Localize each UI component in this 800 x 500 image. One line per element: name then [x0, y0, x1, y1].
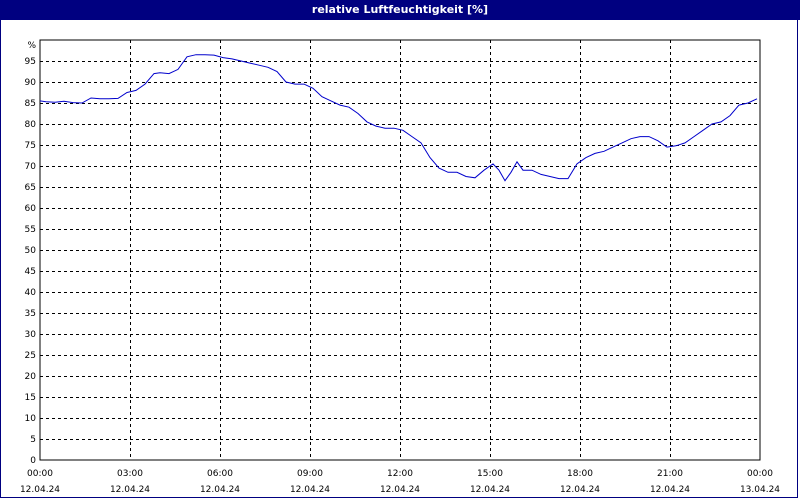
grid: [40, 40, 760, 460]
y-tick-label: 45: [25, 267, 36, 277]
y-tick-label: 35: [25, 309, 36, 319]
x-tick-date-label: 12.04.24: [650, 485, 690, 495]
x-tick-time-label: 15:00: [477, 469, 503, 479]
y-tick-label: 15: [25, 393, 36, 403]
y-tick-label: 65: [25, 183, 36, 193]
x-tick-time-label: 09:00: [297, 469, 323, 479]
y-tick-label: 20: [25, 372, 37, 382]
x-tick-date-label: 12.04.24: [470, 485, 510, 495]
x-tick-date-label: 12.04.24: [290, 485, 330, 495]
x-tick-time-label: 06:00: [207, 469, 233, 479]
y-tick-label: 85: [25, 99, 36, 109]
x-tick-date-label: 12.04.24: [560, 485, 600, 495]
x-tick-time-label: 21:00: [657, 469, 683, 479]
y-tick-label: 10: [25, 414, 37, 424]
y-tick-label: 25: [25, 351, 36, 361]
y-tick-label: 95: [25, 57, 36, 67]
x-tick-date-label: 12.04.24: [200, 485, 240, 495]
y-axis-unit-label: %: [27, 41, 36, 51]
y-tick-label: 50: [25, 246, 37, 256]
y-tick-label: 70: [25, 162, 37, 172]
y-tick-label: 80: [25, 120, 37, 130]
y-tick-labels: 0 5 10 15 20 25 30 35 40 45 50 55 60 65 70 75 80 85 90 95: [25, 57, 37, 466]
x-tick-date-label: 12.04.24: [20, 485, 60, 495]
y-tick-label: 30: [25, 330, 37, 340]
y-tick-label: 5: [30, 435, 36, 445]
y-tick-label: 60: [25, 204, 37, 214]
y-tick-label: 0: [30, 456, 36, 466]
y-tick-label: 55: [25, 225, 36, 235]
x-tick-date-label: 13.04.24: [740, 485, 780, 495]
x-tick-time-label: 18:00: [567, 469, 593, 479]
x-tick-time-label: 00:00: [747, 469, 773, 479]
x-tick-time-label: 12:00: [387, 469, 413, 479]
x-tick-date-label: 12.04.24: [380, 485, 420, 495]
humidity-series-line: [39, 54, 758, 182]
series: [39, 54, 758, 182]
axes: [39, 39, 761, 461]
y-tick-label: 40: [25, 288, 37, 298]
x-tick-date-label: 12.04.24: [110, 485, 150, 495]
x-tick-labels: 00:00 12.04.24 03:00 12.04.24 06:00 12.04.24 0…: [20, 469, 780, 495]
chart-title: relative Luftfeuchtigkeit [%]: [0, 0, 800, 20]
x-tick-time-label: 00:00: [27, 469, 53, 479]
y-tick-label: 90: [25, 78, 37, 88]
x-tick-time-label: 03:00: [117, 469, 143, 479]
y-tick-label: 75: [25, 141, 36, 151]
plot-area-border: [39, 39, 761, 461]
